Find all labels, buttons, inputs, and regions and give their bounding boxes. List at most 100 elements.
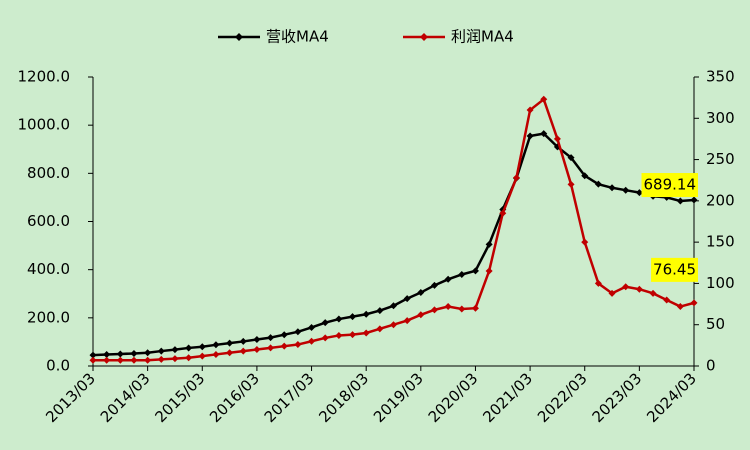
- point-marker: [376, 325, 384, 333]
- point-marker: [663, 296, 671, 304]
- point-marker: [376, 307, 384, 315]
- point-marker: [362, 329, 370, 337]
- point-marker: [239, 347, 247, 355]
- y-tick-label: 0.0: [46, 357, 70, 375]
- point-marker: [512, 174, 520, 182]
- legend-label: 利润MA4: [451, 28, 514, 46]
- point-marker: [430, 306, 438, 314]
- point-marker: [594, 279, 602, 287]
- point-marker: [526, 106, 534, 114]
- point-marker: [362, 310, 370, 318]
- legend-label: 营收MA4: [266, 28, 329, 46]
- point-marker: [198, 343, 206, 351]
- y-tick-label: 600.0: [27, 212, 70, 230]
- point-marker: [335, 331, 343, 339]
- point-marker: [444, 303, 452, 311]
- point-marker: [130, 349, 138, 357]
- point-marker: [212, 350, 220, 358]
- point-marker: [540, 95, 548, 103]
- point-marker: [676, 197, 684, 205]
- point-marker: [553, 135, 561, 143]
- point-marker: [499, 209, 507, 217]
- point-marker: [622, 186, 630, 194]
- end-label: 689.14: [644, 176, 697, 194]
- point-marker: [144, 349, 152, 357]
- y2-tick-label: 200: [706, 191, 735, 209]
- point-marker: [103, 356, 111, 364]
- point-marker: [226, 339, 234, 347]
- point-marker: [635, 285, 643, 293]
- y-tick-label: 1200.0: [18, 68, 71, 86]
- legend-marker: [235, 33, 243, 41]
- point-marker: [89, 351, 97, 359]
- point-marker: [280, 331, 288, 339]
- point-marker: [403, 317, 411, 325]
- point-marker: [185, 354, 193, 362]
- point-marker: [417, 311, 425, 319]
- point-marker: [567, 154, 575, 162]
- point-marker: [649, 289, 657, 297]
- point-marker: [390, 321, 397, 329]
- point-marker: [171, 355, 179, 363]
- point-marker: [116, 356, 124, 364]
- point-marker: [444, 275, 452, 283]
- y2-tick-label: 300: [706, 109, 735, 127]
- point-marker: [403, 295, 411, 303]
- point-marker: [267, 344, 275, 352]
- point-marker: [308, 337, 316, 345]
- point-marker: [171, 346, 179, 354]
- point-marker: [267, 334, 275, 342]
- point-marker: [471, 267, 479, 275]
- point-marker: [103, 350, 111, 358]
- y-tick-label: 1000.0: [18, 116, 71, 134]
- point-marker: [294, 341, 302, 349]
- point-marker: [253, 336, 261, 344]
- point-marker: [253, 345, 261, 353]
- point-marker: [676, 303, 684, 311]
- point-marker: [690, 196, 698, 204]
- point-marker: [417, 289, 425, 297]
- point-marker: [485, 240, 493, 248]
- point-marker: [280, 342, 288, 350]
- point-marker: [157, 355, 165, 363]
- point-marker: [485, 267, 493, 275]
- point-marker: [458, 270, 466, 278]
- point-marker: [471, 304, 479, 312]
- point-marker: [294, 328, 302, 336]
- point-marker: [635, 189, 643, 197]
- point-marker: [390, 302, 397, 310]
- point-marker: [144, 356, 152, 364]
- point-marker: [239, 337, 247, 345]
- point-marker: [567, 180, 575, 188]
- point-marker: [540, 130, 548, 138]
- y-tick-label: 200.0: [27, 308, 70, 326]
- point-marker: [594, 180, 602, 188]
- y2-tick-label: 100: [706, 274, 735, 292]
- point-marker: [349, 331, 357, 339]
- point-marker: [321, 319, 329, 327]
- point-marker: [321, 334, 329, 342]
- point-marker: [608, 184, 616, 192]
- point-marker: [430, 281, 438, 289]
- point-marker: [116, 350, 124, 358]
- point-marker: [690, 299, 698, 307]
- point-marker: [526, 132, 534, 140]
- y2-tick-label: 150: [706, 233, 735, 251]
- end-label-box: [641, 173, 698, 198]
- point-marker: [226, 349, 234, 357]
- point-marker: [622, 283, 630, 291]
- point-marker: [198, 352, 206, 360]
- point-marker: [349, 313, 357, 321]
- point-marker: [308, 323, 316, 331]
- point-marker: [581, 172, 589, 180]
- point-marker: [581, 238, 589, 246]
- point-marker: [130, 356, 138, 364]
- end-label: 76.45: [653, 260, 696, 278]
- legend-marker: [420, 33, 428, 41]
- point-marker: [608, 289, 616, 297]
- point-marker: [335, 315, 343, 323]
- y2-tick-label: 50: [706, 315, 725, 333]
- y2-tick-label: 350: [706, 68, 735, 86]
